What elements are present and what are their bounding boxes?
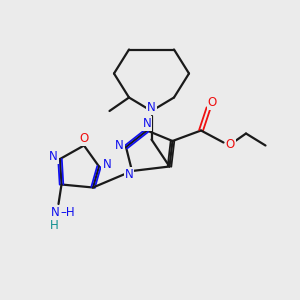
Text: O: O <box>226 137 235 151</box>
Text: N: N <box>124 167 134 181</box>
Text: O: O <box>80 132 88 146</box>
Text: N: N <box>51 206 60 220</box>
Text: N: N <box>147 101 156 114</box>
Text: N: N <box>115 139 124 152</box>
Text: H: H <box>50 219 58 232</box>
Text: N: N <box>102 158 111 171</box>
Text: N: N <box>49 150 58 163</box>
Text: N: N <box>142 117 152 130</box>
Text: O: O <box>208 96 217 109</box>
Text: –H: –H <box>61 206 75 219</box>
